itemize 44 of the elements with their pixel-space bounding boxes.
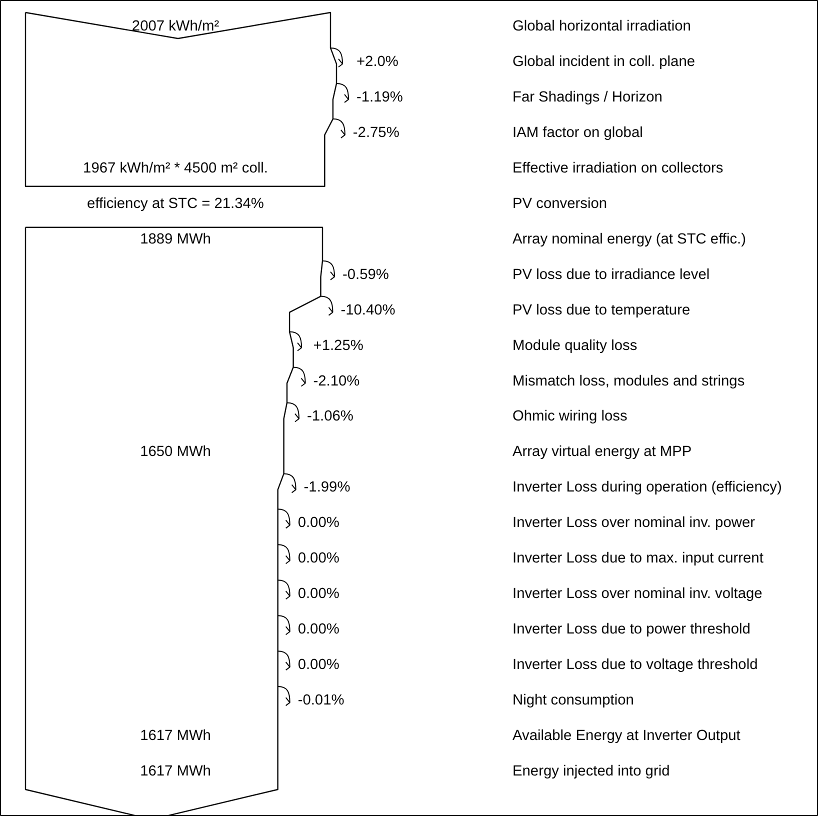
category-label: Array virtual energy at MPP xyxy=(512,444,692,460)
category-label: Mismatch loss, modules and strings xyxy=(512,373,745,390)
text: 2007 kWh/m² xyxy=(132,18,220,34)
data-label: -1.19% xyxy=(356,89,403,106)
data-label: 0.00% xyxy=(298,515,340,532)
text: 1650 MWh xyxy=(140,444,211,460)
data-label: -0.59% xyxy=(342,266,389,283)
text: 1967 kWh/m² * 4500 m² coll. xyxy=(83,160,268,176)
category-label: IAM factor on global xyxy=(512,124,643,141)
category-label: Inverter Loss due to power threshold xyxy=(512,622,750,638)
data-label: +2.0% xyxy=(356,54,398,70)
data-label: +1.25% xyxy=(313,338,364,354)
text: 1617 MWh xyxy=(140,764,211,780)
category-label: Array nominal energy (at STC effic.) xyxy=(512,231,746,248)
data-label: 0.00% xyxy=(298,657,340,674)
category-label: Global incident in coll. plane xyxy=(512,54,696,70)
category-label: Inverter Loss due to max. input current xyxy=(512,550,764,567)
category-label: Module quality loss xyxy=(512,338,638,354)
category-label: Available Energy at Inverter Output xyxy=(512,728,740,744)
category-label: PV loss due to irradiance level xyxy=(512,266,710,283)
category-label: Global horizontal irradiation xyxy=(512,18,691,34)
text: 1889 MWh xyxy=(140,231,211,248)
category-label: PV loss due to temperature xyxy=(512,302,690,318)
data-label: -0.01% xyxy=(298,692,344,709)
category-label: Night consumption xyxy=(512,692,634,709)
data-label: 0.00% xyxy=(298,586,340,602)
data-label: -2.75% xyxy=(352,124,400,141)
category-label: Ohmic wiring loss xyxy=(512,408,628,425)
category-label: Inverter Loss over nominal inv. power xyxy=(512,515,756,532)
text: 1617 MWh xyxy=(140,728,211,744)
data-label: -1.99% xyxy=(304,480,350,496)
category-label: Energy injected into grid xyxy=(512,764,670,780)
data-label: 0.00% xyxy=(298,622,340,638)
category-label: Inverter Loss due to voltage threshold xyxy=(512,657,758,674)
text: efficiency at STC = 21.34% xyxy=(87,196,264,212)
category-label: Inverter Loss over nominal inv. voltage xyxy=(512,586,762,602)
category-label: Effective irradiation on collectors xyxy=(512,160,724,176)
data-label: -10.40% xyxy=(340,302,396,318)
data-label: -1.06% xyxy=(306,408,354,425)
category-label: PV conversion xyxy=(512,196,607,212)
data-label: 0.00% xyxy=(298,550,340,567)
category-label: Inverter Loss during operation (efficiency) xyxy=(512,480,782,496)
data-label: -2.10% xyxy=(313,373,360,390)
category-label: Far Shadings / Horizon xyxy=(512,89,662,106)
